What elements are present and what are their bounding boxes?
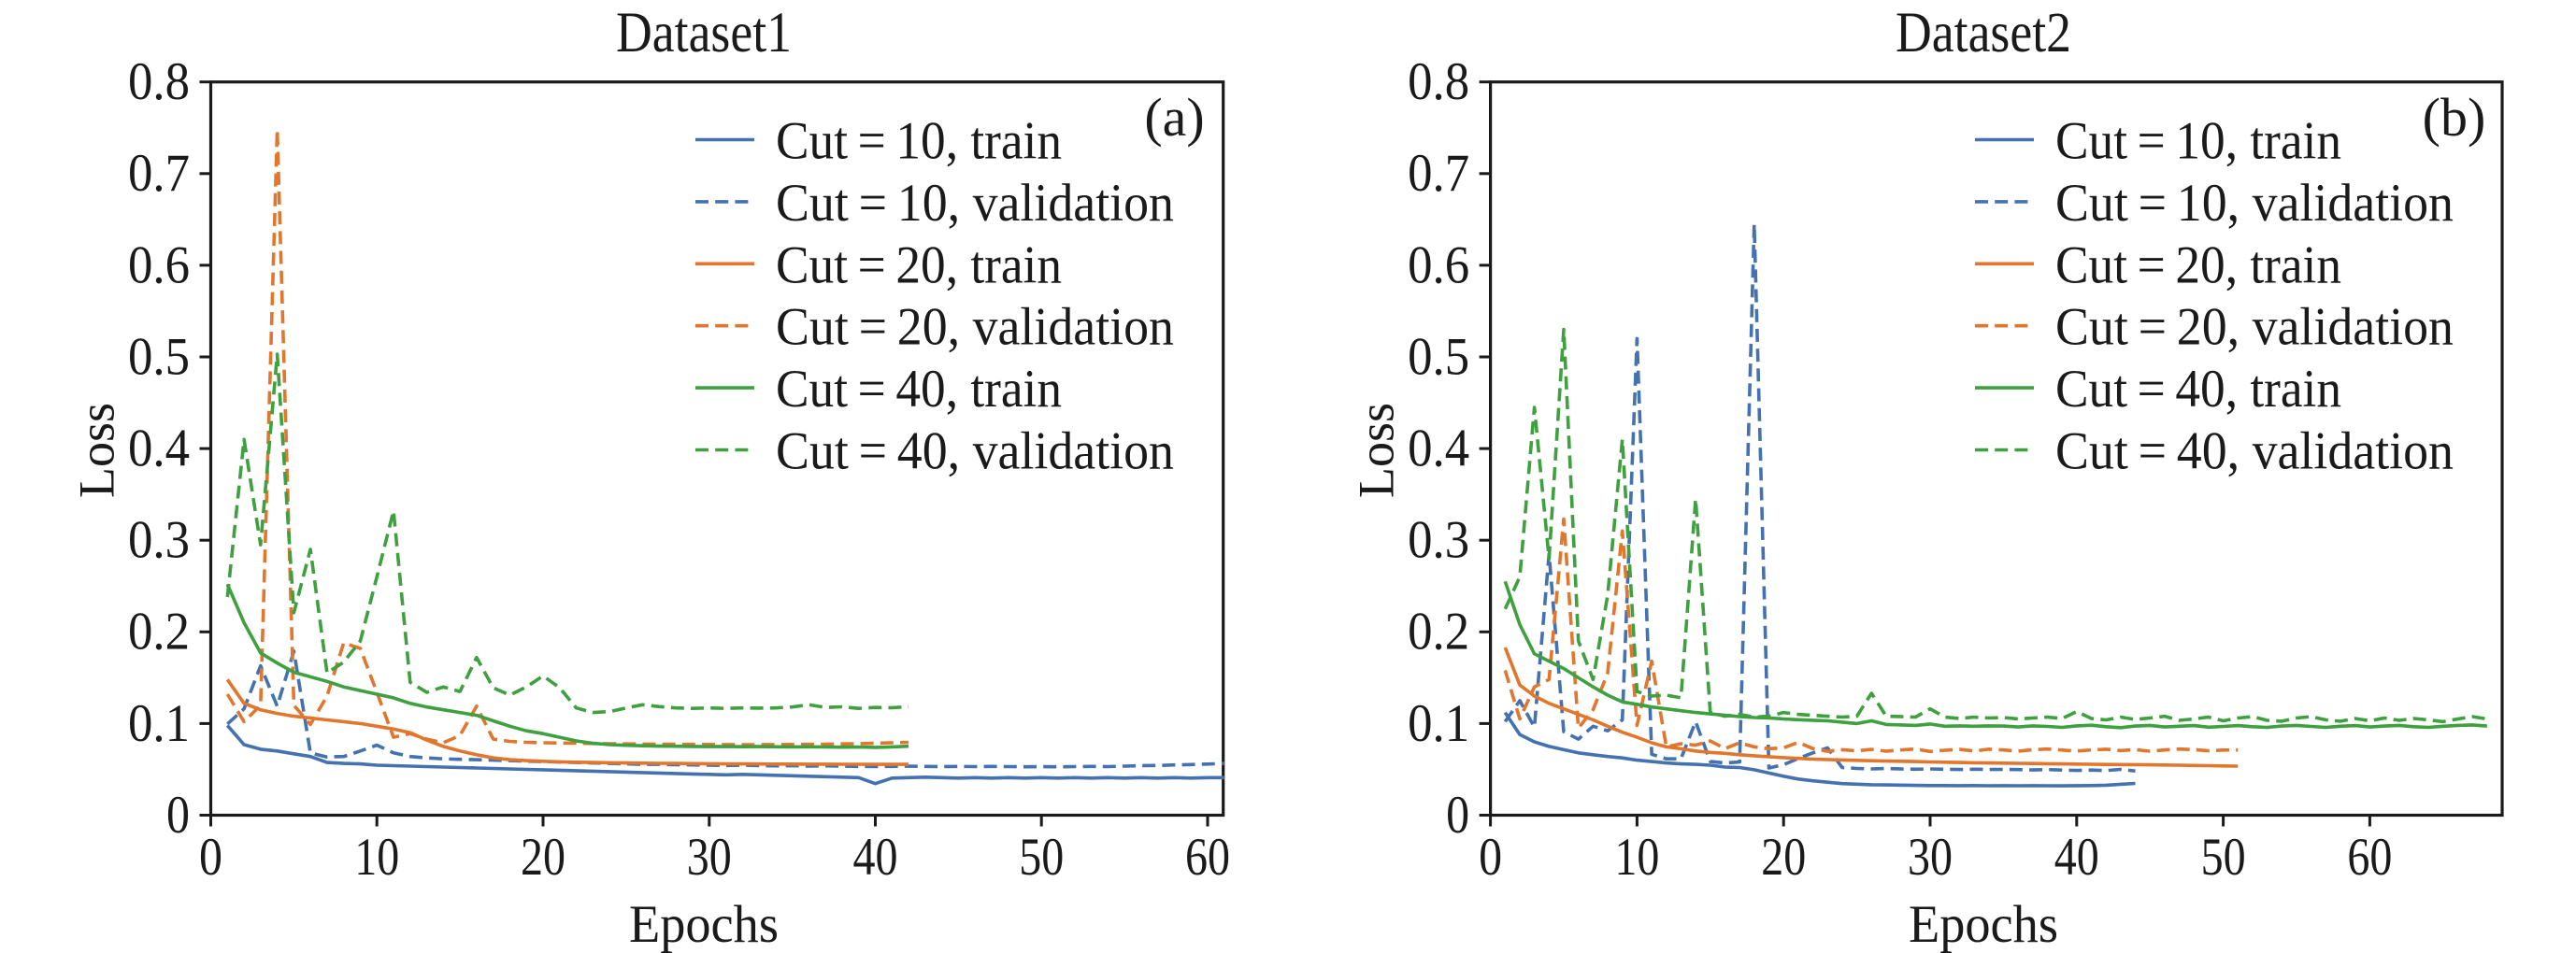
svg-text:0.1: 0.1 (1408, 694, 1469, 753)
svg-text:0.7: 0.7 (128, 144, 190, 203)
svg-text:0.8: 0.8 (1408, 52, 1469, 111)
svg-text:Cut = 40, train: Cut = 40, train (2055, 360, 2341, 419)
svg-text:0: 0 (1446, 786, 1469, 845)
svg-text:10: 10 (354, 828, 399, 887)
svg-text:0.3: 0.3 (128, 511, 190, 570)
svg-text:0.4: 0.4 (1408, 420, 1469, 478)
svg-text:Cut = 40, validation: Cut = 40, validation (776, 422, 1174, 481)
svg-text:Cut = 40, train: Cut = 40, train (776, 360, 1062, 419)
svg-text:60: 60 (2347, 828, 2392, 887)
svg-text:Epochs: Epochs (1909, 895, 2058, 953)
svg-text:0.5: 0.5 (128, 327, 190, 386)
svg-text:Cut = 20, train: Cut = 20, train (2055, 235, 2341, 294)
svg-text:0.2: 0.2 (1408, 603, 1469, 661)
svg-text:Dataset2: Dataset2 (1896, 2, 2071, 64)
svg-text:0: 0 (166, 786, 190, 845)
svg-text:0.4: 0.4 (128, 420, 190, 478)
svg-text:0.8: 0.8 (128, 52, 190, 111)
svg-text:0.6: 0.6 (128, 235, 190, 294)
svg-text:(b): (b) (2423, 87, 2486, 148)
svg-text:0.5: 0.5 (1408, 327, 1469, 386)
svg-text:20: 20 (1761, 828, 1806, 887)
svg-text:0.3: 0.3 (1408, 511, 1469, 570)
svg-text:Loss: Loss (69, 403, 125, 498)
svg-text:Cut = 20, train: Cut = 20, train (776, 235, 1062, 294)
svg-text:(a): (a) (1144, 87, 1204, 148)
svg-text:10: 10 (1614, 828, 1659, 887)
svg-text:0.2: 0.2 (128, 603, 190, 661)
svg-text:0.6: 0.6 (1408, 235, 1469, 294)
svg-text:Cut = 20, validation: Cut = 20, validation (776, 298, 1174, 357)
svg-text:Cut = 20, validation: Cut = 20, validation (2055, 298, 2454, 357)
svg-text:30: 30 (1908, 828, 1953, 887)
svg-text:Cut = 10, validation: Cut = 10, validation (776, 174, 1174, 233)
svg-text:0.1: 0.1 (128, 694, 190, 753)
svg-text:30: 30 (687, 828, 732, 887)
svg-text:Dataset1: Dataset1 (616, 2, 792, 64)
svg-text:0: 0 (1479, 828, 1502, 887)
svg-text:40: 40 (853, 828, 898, 887)
svg-text:0: 0 (199, 828, 222, 887)
svg-text:Cut = 10, validation: Cut = 10, validation (2055, 174, 2454, 233)
svg-text:60: 60 (1185, 828, 1230, 887)
svg-text:0.7: 0.7 (1408, 144, 1469, 203)
svg-text:40: 40 (2054, 828, 2099, 887)
svg-text:20: 20 (521, 828, 565, 887)
svg-text:50: 50 (1019, 828, 1064, 887)
svg-text:Cut = 10, train: Cut = 10, train (776, 112, 1062, 171)
svg-text:Epochs: Epochs (629, 895, 779, 953)
svg-text:Loss: Loss (1349, 403, 1405, 498)
svg-text:Cut = 10, train: Cut = 10, train (2055, 112, 2341, 171)
svg-text:50: 50 (2201, 828, 2246, 887)
svg-text:Cut = 40, validation: Cut = 40, validation (2055, 422, 2454, 481)
